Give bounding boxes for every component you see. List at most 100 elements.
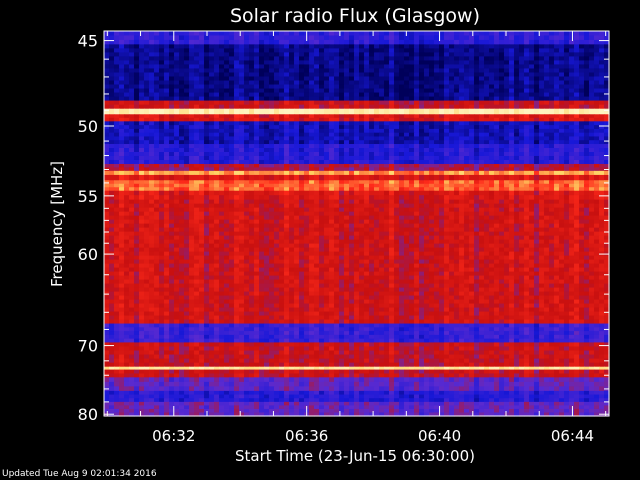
spectrogram-cell xyxy=(164,52,170,58)
spectrogram-cell xyxy=(189,183,195,188)
spectrogram-cell xyxy=(474,132,480,138)
spectrogram-cell xyxy=(264,76,270,82)
spectrogram-cell xyxy=(584,219,590,225)
spectrogram-cell xyxy=(254,170,260,176)
spectrogram-cell xyxy=(309,195,315,201)
spectrogram-cell xyxy=(544,84,550,90)
spectrogram-cell xyxy=(404,211,410,217)
spectrogram-cell xyxy=(269,187,275,192)
spectrogram-cell xyxy=(224,223,230,229)
spectrogram-cell xyxy=(224,140,230,145)
spectrogram-cell xyxy=(369,144,375,149)
spectrogram-cell xyxy=(444,140,450,145)
spectrogram-cell xyxy=(374,31,380,37)
spectrogram-cell xyxy=(119,167,125,172)
spectrogram-cell xyxy=(129,203,135,209)
spectrogram-cell xyxy=(314,108,320,115)
spectrogram-cell xyxy=(444,68,450,74)
spectrogram-cell xyxy=(544,117,550,122)
spectrogram-cell xyxy=(419,203,425,209)
spectrogram-cell xyxy=(104,100,110,106)
spectrogram-cell xyxy=(214,140,220,145)
spectrogram-cell xyxy=(179,125,185,130)
spectrogram-cell xyxy=(294,183,300,188)
spectrogram-cell xyxy=(589,144,595,149)
spectrogram-cell xyxy=(189,180,195,185)
spectrogram-cell xyxy=(184,174,190,181)
spectrogram-cell xyxy=(369,140,375,145)
spectrogram-cell xyxy=(449,121,455,126)
spectrogram-cell xyxy=(114,84,120,90)
spectrogram-cell xyxy=(214,183,220,188)
spectrogram-cell xyxy=(259,199,265,205)
spectrogram-cell xyxy=(309,100,315,106)
spectrogram-cell xyxy=(599,159,605,165)
spectrogram-cell xyxy=(549,117,555,122)
spectrogram-cell xyxy=(549,203,555,209)
spectrogram-cell xyxy=(199,144,205,149)
spectrogram-cell xyxy=(104,31,110,37)
spectrogram-cell xyxy=(579,159,585,165)
spectrogram-cell xyxy=(389,159,395,165)
spectrogram-cell xyxy=(524,39,530,45)
spectrogram-cell xyxy=(204,180,210,185)
spectrogram-cell xyxy=(244,223,250,229)
spectrogram-cell xyxy=(399,148,405,153)
spectrogram-cell xyxy=(134,187,140,192)
spectrogram-cell xyxy=(154,180,160,185)
spectrogram-cell xyxy=(314,104,320,110)
spectrogram-cell xyxy=(344,60,350,66)
spectrogram-cell xyxy=(264,117,270,122)
spectrogram-cell xyxy=(364,88,370,94)
spectrogram-cell xyxy=(164,223,170,229)
spectrogram-cell xyxy=(364,117,370,122)
spectrogram-cell xyxy=(344,183,350,188)
spectrogram-cell xyxy=(409,199,415,205)
spectrogram-cell xyxy=(534,88,540,94)
spectrogram-cell xyxy=(154,39,160,45)
spectrogram-cell xyxy=(164,136,170,141)
spectrogram-cell xyxy=(349,174,355,181)
spectrogram-cell xyxy=(564,140,570,145)
spectrogram-cell xyxy=(264,56,270,62)
spectrogram-cell xyxy=(539,148,545,153)
spectrogram-cell xyxy=(364,132,370,138)
spectrogram-cell xyxy=(484,140,490,145)
spectrogram-cell xyxy=(569,72,575,78)
spectrogram-cell xyxy=(354,223,360,229)
spectrogram-cell xyxy=(489,187,495,192)
spectrogram-cell xyxy=(389,104,395,110)
spectrogram-cell xyxy=(449,187,455,192)
spectrogram-cell xyxy=(514,114,520,119)
spectrogram-cell xyxy=(179,211,185,217)
spectrogram-cell xyxy=(259,203,265,209)
spectrogram-cell xyxy=(484,195,490,201)
spectrogram-cell xyxy=(504,195,510,201)
spectrogram-cell xyxy=(549,215,555,221)
spectrogram-cell xyxy=(169,167,175,172)
spectrogram-cell xyxy=(449,68,455,74)
spectrogram-cell xyxy=(544,144,550,149)
spectrogram-cell xyxy=(114,132,120,138)
spectrogram-cell xyxy=(104,44,110,49)
spectrogram-cell xyxy=(214,219,220,225)
spectrogram-cell xyxy=(309,180,315,185)
spectrogram-cell xyxy=(394,114,400,119)
spectrogram-cell xyxy=(454,117,460,122)
spectrogram-cell xyxy=(389,72,395,78)
spectrogram-cell xyxy=(334,72,340,78)
spectrogram-cell xyxy=(264,35,270,41)
spectrogram-cell xyxy=(569,180,575,185)
spectrogram-cell xyxy=(289,170,295,176)
spectrogram-cell xyxy=(139,180,145,185)
spectrogram-cell xyxy=(509,117,515,122)
spectrogram-cell xyxy=(324,39,330,45)
spectrogram-cell xyxy=(564,215,570,221)
spectrogram-cell xyxy=(189,64,195,70)
spectrogram-cell xyxy=(484,223,490,229)
spectrogram-cell xyxy=(174,35,180,41)
spectrogram-cell xyxy=(199,227,205,233)
spectrogram-cell xyxy=(199,140,205,145)
spectrogram-cell xyxy=(519,117,525,122)
spectrogram-cell xyxy=(449,207,455,213)
